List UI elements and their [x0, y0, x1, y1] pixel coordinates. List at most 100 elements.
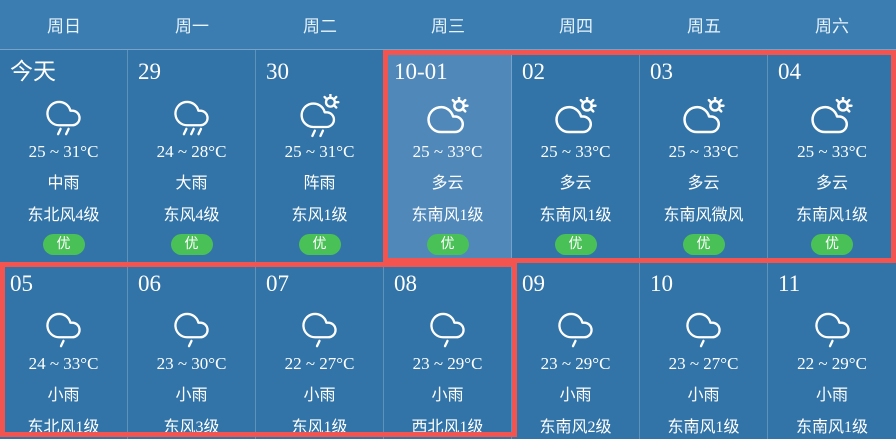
aqi-badge-area: 优: [256, 234, 383, 257]
forecast-row-1: 今天 25 ~ 31°C 中雨 东北风4级优 29 24 ~ 28°C 大雨 东风4级优 30 2…: [0, 50, 896, 262]
cell-date: 11: [778, 271, 801, 296]
weather-icon-area: [768, 306, 896, 350]
forecast-cell[interactable]: 10-01 25 ~ 33°C 多云 东南风1级优: [384, 50, 512, 262]
weekday-label: 周五: [687, 17, 721, 36]
aqi-badge-area: 优: [640, 234, 767, 257]
forecast-cell[interactable]: 02 25 ~ 33°C 多云东南风1级优: [512, 50, 640, 262]
weather-condition: 大雨: [175, 175, 208, 192]
partly-cloudy-icon: [682, 96, 725, 133]
cell-date: 08: [394, 271, 417, 296]
cell-date: 02: [522, 59, 545, 84]
forecast-cell[interactable]: 09 23 ~ 29°C 小雨 东南风2级: [512, 262, 640, 439]
weather-icon-area: [512, 94, 639, 138]
wind-info: 东北风4级: [27, 207, 100, 224]
light-rain-icon: [174, 312, 209, 347]
forecast-cell[interactable]: 05 24 ~ 33°C 小雨 东北风1级: [0, 262, 128, 439]
wind-info: 东南风1级: [411, 207, 484, 224]
weather-condition: 小雨: [815, 387, 848, 404]
temperature-range: 24 ~ 28°C: [156, 142, 227, 161]
temperature-range: 25 ~ 33°C: [668, 142, 739, 161]
forecast-cell[interactable]: 30 25 ~ 31°C 阵雨东风1级优: [256, 50, 384, 262]
wind-info: 东南风2级: [539, 419, 612, 436]
wind-info: 东南风1级: [539, 207, 612, 224]
aqi-badge: 优: [554, 234, 597, 255]
cell-date: 30: [266, 59, 289, 84]
forecast-cell[interactable]: 10 23 ~ 27°C 小雨 东南风1级: [640, 262, 768, 439]
weather-condition: 多云: [687, 175, 720, 192]
forecast-cell[interactable]: 今天 25 ~ 31°C 中雨 东北风4级优: [0, 50, 128, 262]
shower-rain-icon: [300, 94, 340, 138]
temperature-range: 22 ~ 27°C: [284, 354, 355, 373]
partly-cloudy-icon: [554, 96, 597, 133]
temperature-range: 25 ~ 33°C: [797, 142, 867, 161]
moderate-rain-icon: [46, 100, 81, 135]
weather-icon-area: [0, 94, 127, 138]
cell-date: 今天: [10, 59, 56, 84]
forecast-cell[interactable]: 03 25 ~ 33°C 多云东南风微风优: [640, 50, 768, 262]
weather-icon-area: [128, 306, 255, 350]
partly-cloudy-icon: [426, 96, 469, 133]
forecast-cell[interactable]: 07 22 ~ 27°C 小雨 东风1级: [256, 262, 384, 439]
temperature-range: 25 ~ 33°C: [412, 142, 483, 161]
light-rain-icon: [686, 312, 721, 347]
weather-condition: 多云: [559, 175, 592, 192]
aqi-badge-area: 优: [768, 234, 896, 257]
forecast-cell[interactable]: 29 24 ~ 28°C 大雨 东风4级优: [128, 50, 256, 262]
wind-info: 东南风微风: [663, 207, 744, 224]
weather-icon-area: [768, 94, 896, 138]
wind-info: 东北风1级: [27, 419, 100, 436]
weather-condition: 小雨: [47, 387, 80, 404]
aqi-badge: 优: [682, 234, 725, 255]
cell-date: 09: [522, 271, 545, 296]
forecast-cell[interactable]: 06 23 ~ 30°C 小雨 东风3级: [128, 262, 256, 439]
weather-condition: 小雨: [303, 387, 336, 404]
aqi-badge-area: 优: [128, 234, 255, 257]
temperature-range: 25 ~ 31°C: [284, 142, 355, 161]
temperature-range: 23 ~ 30°C: [156, 354, 227, 373]
wind-info: 东南风1级: [795, 419, 868, 436]
aqi-badge: 优: [42, 234, 85, 255]
temperature-range: 23 ~ 29°C: [412, 354, 483, 373]
weather-condition: 多云: [815, 175, 848, 192]
weekday-label: 周六: [815, 17, 849, 36]
weather-icon-area: [384, 306, 511, 350]
forecast-cell[interactable]: 08 23 ~ 29°C 小雨 西北风1级: [384, 262, 512, 439]
cell-date: 05: [10, 271, 33, 296]
weekday-label: 周四: [559, 17, 593, 36]
temperature-range: 23 ~ 29°C: [540, 354, 611, 373]
partly-cloudy-icon: [811, 96, 853, 133]
aqi-badge: 优: [811, 234, 853, 255]
cell-date: 03: [650, 59, 673, 84]
light-rain-icon: [46, 312, 81, 347]
weather-icon-area: [256, 94, 383, 138]
aqi-badge-area: 优: [0, 234, 127, 257]
light-rain-icon: [430, 312, 465, 347]
cell-date: 10-01: [394, 59, 448, 84]
aqi-badge-area: 优: [512, 234, 639, 257]
weather-condition: 小雨: [687, 387, 720, 404]
light-rain-icon: [558, 312, 593, 347]
light-rain-icon: [302, 312, 337, 347]
weather-condition: 阵雨: [303, 175, 336, 192]
wind-info: 东风1级: [291, 419, 348, 436]
temperature-range: 25 ~ 33°C: [540, 142, 611, 161]
cell-date: 29: [138, 59, 161, 84]
aqi-badge: 优: [298, 234, 341, 255]
wind-info: 东风1级: [291, 207, 348, 224]
weather-condition: 中雨: [47, 175, 80, 192]
wind-info: 西北风1级: [411, 419, 484, 436]
weekday-label: 周二: [303, 17, 337, 36]
forecast-cell[interactable]: 04 25 ~ 33°C 多云 东南风1级优: [768, 50, 896, 262]
weekday-header: 周日 周一 周二 周三 周四 周五 周六: [0, 0, 896, 50]
temperature-range: 23 ~ 27°C: [668, 354, 739, 373]
weekday-label: 周日: [47, 17, 81, 36]
weather-icon-area: [128, 94, 255, 138]
weekday-label: 周一: [175, 17, 209, 36]
weather-condition: 小雨: [175, 387, 208, 404]
aqi-badge: 优: [170, 234, 213, 255]
weather-icon-area: [256, 306, 383, 350]
weather-icon-area: [384, 94, 511, 138]
forecast-cell[interactable]: 11 22 ~ 29°C 小雨 东南风1级: [768, 262, 896, 439]
weather-icon-area: [512, 306, 639, 350]
